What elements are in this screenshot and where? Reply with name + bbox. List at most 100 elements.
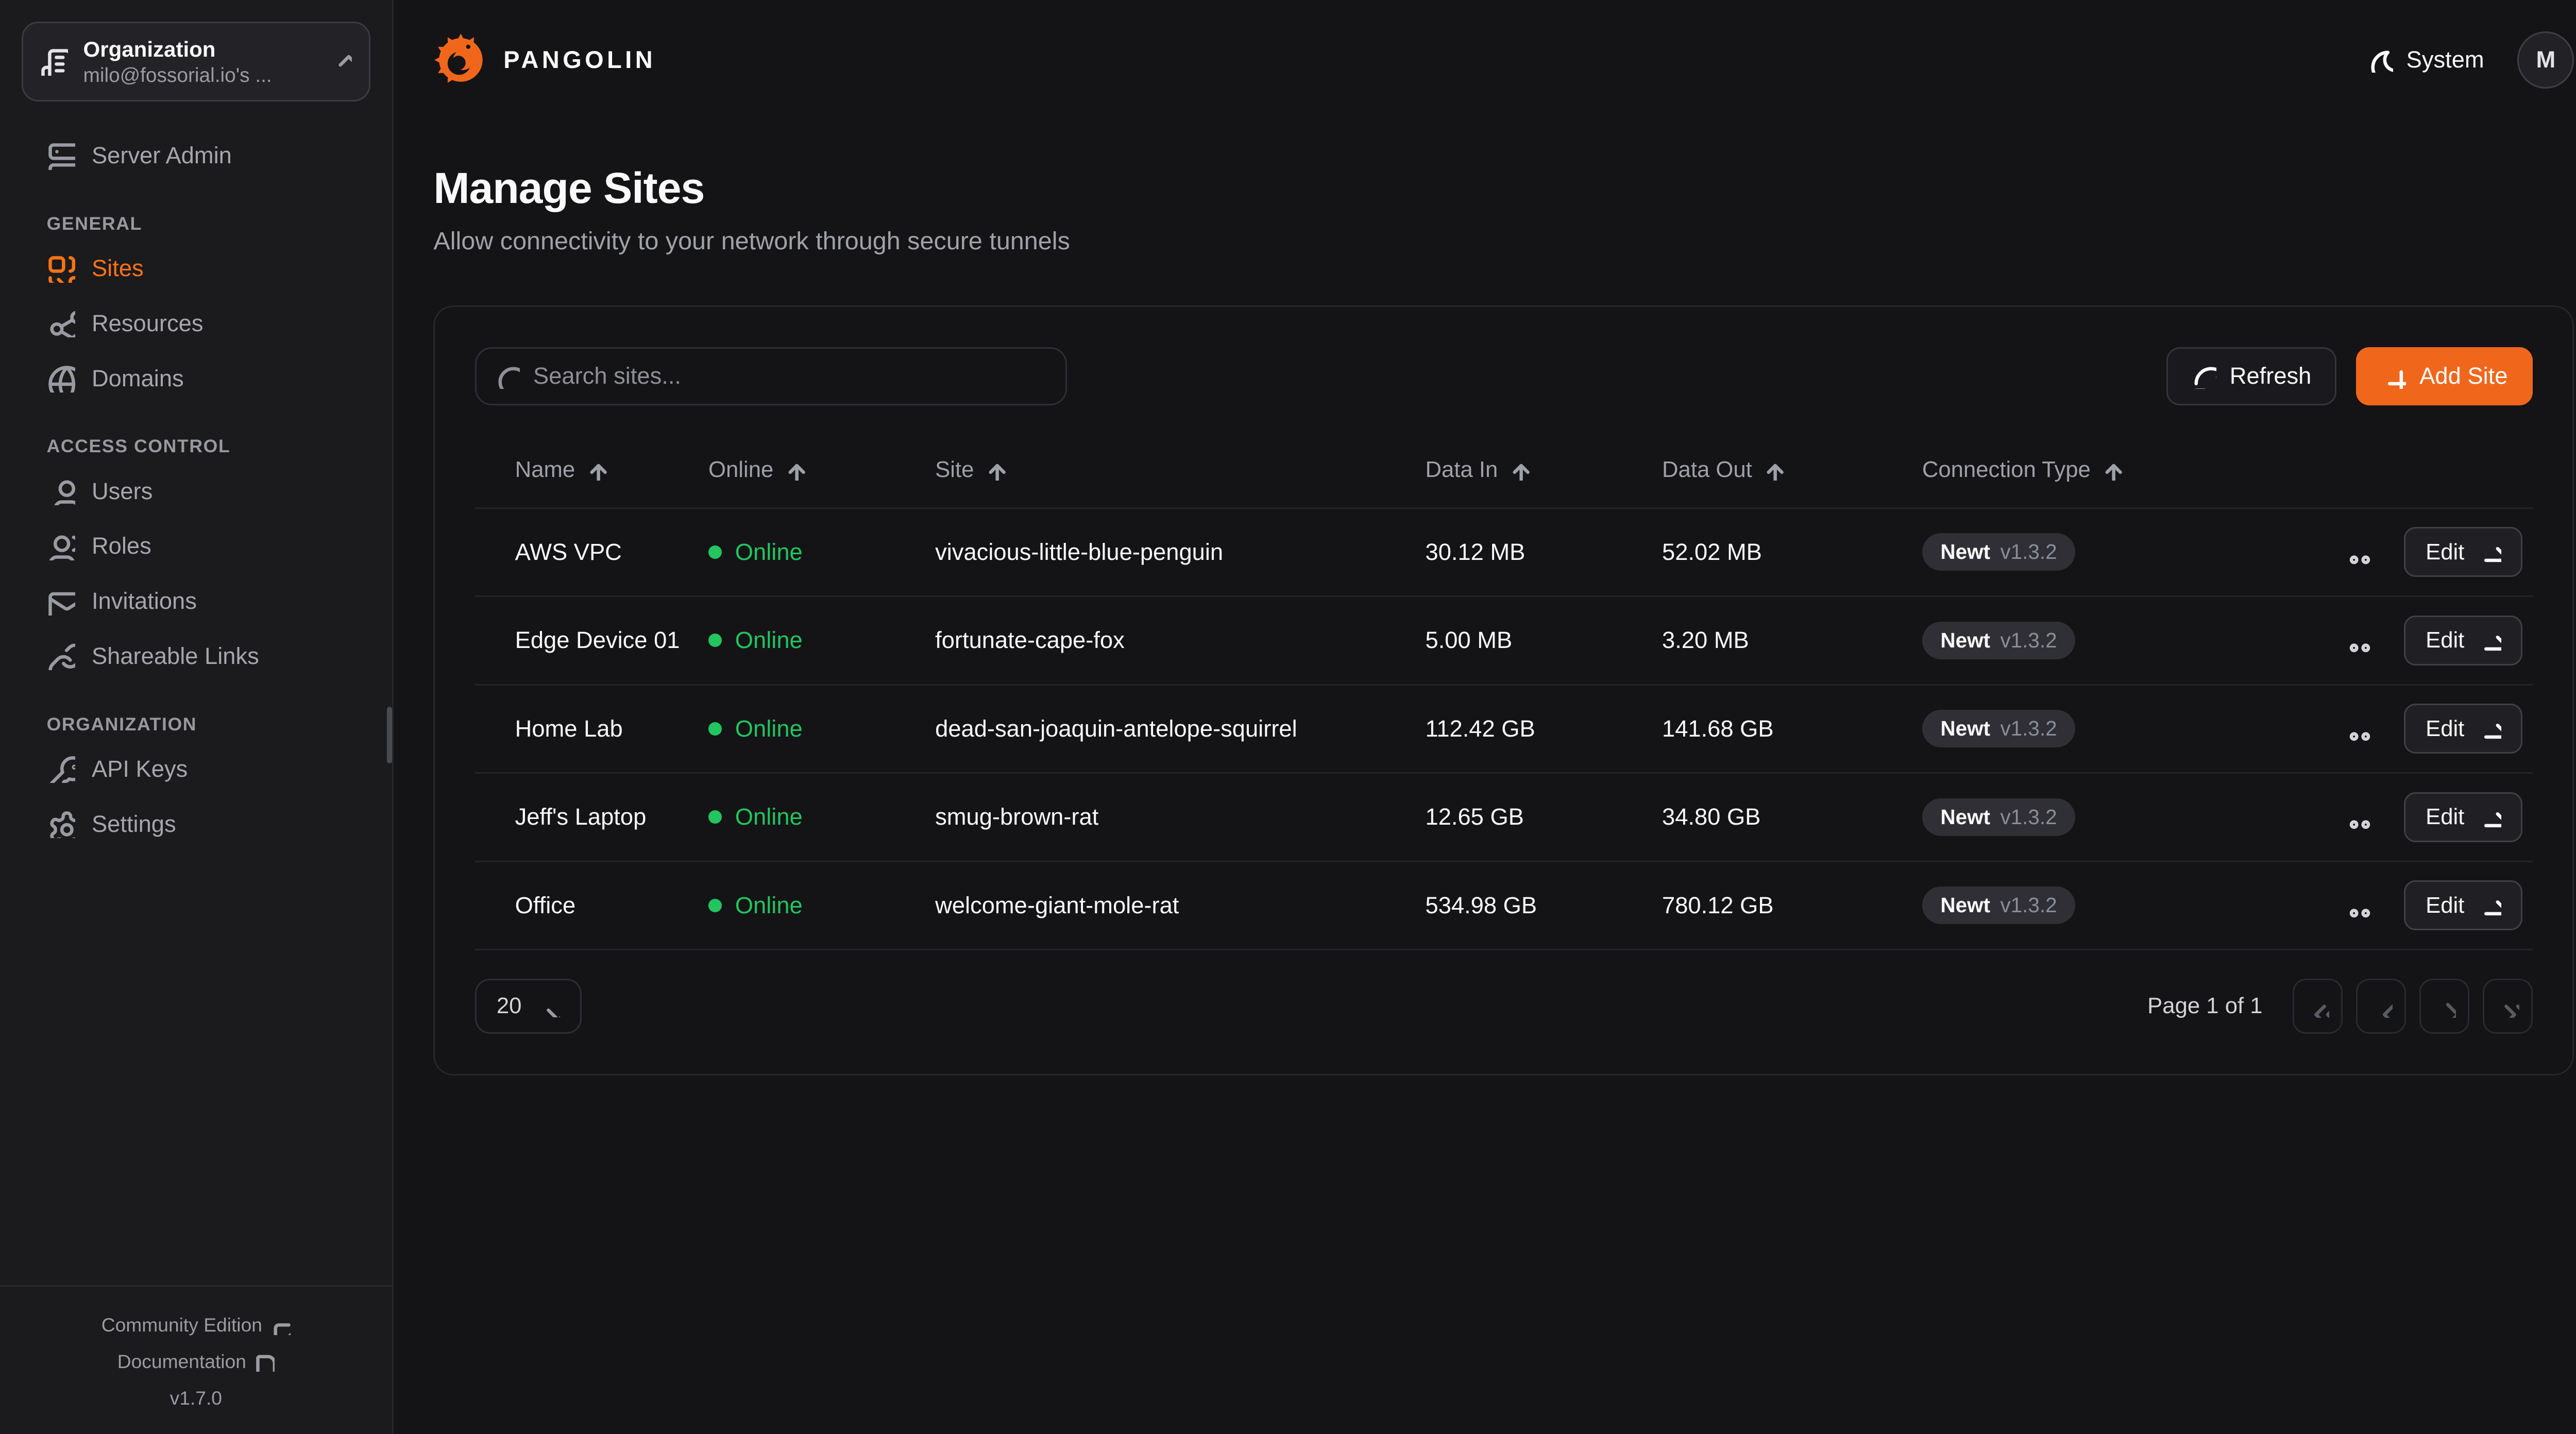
sidebar-item-label: Resources	[91, 310, 204, 336]
online-dot-icon	[708, 898, 722, 912]
edit-button[interactable]: Edit	[2404, 704, 2523, 754]
version-text: v1.7.0	[170, 1387, 223, 1409]
row-actions: Edit	[2296, 704, 2533, 754]
connection-badge: Newt v1.3.2	[1922, 886, 2076, 925]
table-row: Jeff's Laptop Online smug-brown-rat 12.6…	[475, 774, 2533, 862]
sidebar-item-invitations[interactable]: Invitations	[22, 574, 370, 629]
edit-button[interactable]: Edit	[2404, 527, 2523, 577]
pagination-controls: Page 1 of 1	[2147, 979, 2533, 1034]
page-size-select[interactable]: 20	[475, 979, 582, 1034]
pagination-next-button[interactable]	[2419, 979, 2469, 1034]
site-status: Online	[708, 627, 935, 654]
arrow-right-icon	[2478, 894, 2501, 917]
pagination-prev-button[interactable]	[2355, 979, 2406, 1034]
sidebar-item-api-keys[interactable]: API Keys	[22, 741, 370, 796]
sidebar-item-roles[interactable]: Roles	[22, 519, 370, 574]
sidebar-item-domains[interactable]: Domains	[22, 351, 370, 406]
table-row: Home Lab Online dead-san-joaquin-antelop…	[475, 686, 2533, 774]
edit-button[interactable]: Edit	[2404, 615, 2523, 665]
data-in-value: 112.42 GB	[1425, 715, 1535, 742]
sort-icon	[587, 459, 608, 481]
data-out-value: 52.02 MB	[1662, 538, 1762, 565]
pangolin-logo-icon	[434, 33, 483, 83]
page-title: Manage Sites	[433, 164, 705, 213]
connection-type-cell: Newt v1.3.2	[1922, 533, 2296, 571]
column-header-data-in[interactable]: Data In	[1426, 457, 1663, 483]
header-actions: System M	[2368, 31, 2574, 89]
sites-card: Refresh Add Site Name Online	[433, 305, 2574, 1076]
brand-name: PANGOLIN	[503, 46, 656, 74]
site-slug: smug-brown-rat	[935, 804, 1099, 830]
sidebar-item-shareable-links[interactable]: Shareable Links	[22, 628, 370, 684]
chevrons-left-icon	[2306, 995, 2329, 1018]
sidebar-item-resources[interactable]: Resources	[22, 296, 370, 351]
sidebar-item-sites[interactable]: Sites	[22, 241, 370, 296]
pagination-first-button[interactable]	[2292, 979, 2343, 1034]
row-menu-button[interactable]	[2339, 533, 2377, 571]
sidebar-resize-handle[interactable]	[386, 707, 392, 764]
gear-icon	[47, 810, 75, 838]
users-icon	[47, 532, 75, 560]
data-out-value: 3.20 MB	[1662, 627, 1749, 654]
site-name: Edge Device 01	[515, 627, 680, 654]
refresh-button[interactable]: Refresh	[2166, 347, 2336, 405]
data-in-value: 534.98 GB	[1425, 892, 1537, 918]
row-actions: Edit	[2296, 880, 2533, 931]
org-switcher[interactable]: Organization milo@fossorial.io's ...	[22, 22, 370, 101]
key-icon	[47, 755, 75, 783]
data-out-value: 141.68 GB	[1662, 715, 1774, 742]
column-header-name[interactable]: Name	[475, 457, 708, 483]
site-slug: welcome-giant-mole-rat	[935, 892, 1179, 918]
sidebar-nav: Server Admin GENERAL Sites Resources Dom…	[22, 128, 370, 851]
row-menu-button[interactable]	[2339, 621, 2377, 659]
edit-button[interactable]: Edit	[2404, 792, 2523, 842]
table-row: Edge Device 01 Online fortunate-cape-fox…	[475, 597, 2533, 686]
column-header-connection-type[interactable]: Connection Type	[1922, 457, 2296, 483]
sidebar-item-label: Users	[91, 477, 153, 504]
theme-label: System	[2406, 46, 2484, 73]
section-organization: ORGANIZATION	[46, 713, 197, 735]
org-switcher-text: Organization milo@fossorial.io's ...	[83, 35, 272, 89]
row-actions: Edit	[2296, 615, 2533, 665]
column-header-data-out[interactable]: Data Out	[1662, 457, 1922, 483]
row-menu-button[interactable]	[2339, 710, 2377, 748]
online-dot-icon	[708, 545, 722, 559]
connection-badge: Newt v1.3.2	[1922, 533, 2076, 571]
top-header: PANGOLIN System M	[433, 0, 2574, 120]
sidebar-item-label: Shareable Links	[91, 642, 259, 669]
brand-logo[interactable]: PANGOLIN	[433, 32, 656, 88]
sidebar-item-server-admin[interactable]: Server Admin	[22, 128, 370, 183]
connection-type-cell: Newt v1.3.2	[1922, 886, 2296, 925]
add-site-button[interactable]: Add Site	[2356, 347, 2533, 405]
search-input[interactable]	[533, 363, 1047, 390]
site-status: Online	[708, 715, 935, 742]
column-header-site[interactable]: Site	[935, 457, 1425, 483]
row-actions: Edit	[2296, 792, 2533, 842]
community-edition-link[interactable]: Community Edition	[0, 1307, 392, 1343]
section-access-control: ACCESS CONTROL	[46, 436, 231, 457]
online-dot-icon	[708, 634, 722, 647]
site-name: Home Lab	[515, 715, 623, 742]
link-icon	[47, 642, 75, 670]
sidebar-item-users[interactable]: Users	[22, 464, 370, 519]
pagination-bar: 20 Page 1 of 1	[475, 979, 2533, 1034]
row-menu-button[interactable]	[2339, 798, 2377, 836]
avatar[interactable]: M	[2517, 31, 2574, 89]
connection-type-cell: Newt v1.3.2	[1922, 798, 2296, 836]
theme-toggle-button[interactable]: System	[2368, 46, 2484, 73]
edit-button[interactable]: Edit	[2404, 880, 2523, 931]
row-menu-button[interactable]	[2339, 886, 2377, 925]
community-edition-label: Community Edition	[101, 1314, 262, 1336]
pagination-last-button[interactable]	[2482, 979, 2533, 1034]
documentation-link[interactable]: Documentation	[0, 1343, 392, 1380]
arrow-right-icon	[2478, 629, 2501, 652]
user-icon	[47, 477, 75, 505]
page-header: Manage Sites Allow connectivity to your …	[433, 163, 2574, 255]
sort-icon	[1510, 459, 1531, 481]
column-header-online[interactable]: Online	[708, 457, 935, 483]
site-name: Office	[515, 892, 576, 918]
row-actions: Edit	[2296, 527, 2533, 577]
book-open-icon	[255, 1352, 275, 1372]
sidebar-item-settings[interactable]: Settings	[22, 796, 370, 851]
